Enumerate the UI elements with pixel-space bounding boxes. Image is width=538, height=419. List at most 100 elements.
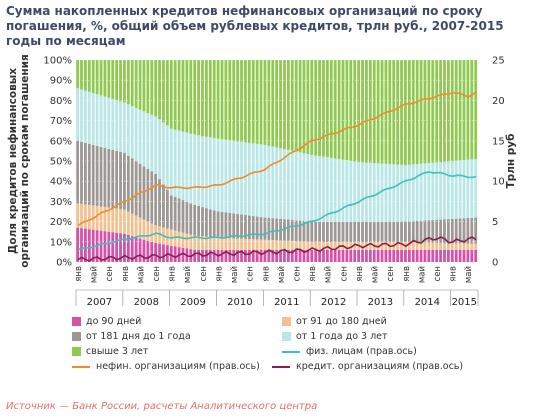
x-month-label: сен [152, 266, 162, 281]
stack-bar [177, 198, 181, 232]
stack-bar [372, 249, 376, 262]
stack-bar [99, 230, 103, 262]
stack-bar [99, 60, 103, 96]
stack-bar [361, 249, 364, 262]
legend-item: от 1 года до 3 лет [282, 331, 388, 342]
stack-bar [91, 229, 95, 262]
stack-bar [115, 232, 119, 262]
stack-bar [275, 240, 279, 250]
stack-bar [329, 249, 333, 262]
stack-bar [169, 128, 173, 196]
stack-bar [130, 236, 134, 262]
stack-bar [435, 242, 439, 250]
stack-bar [439, 249, 442, 262]
stack-bar [283, 60, 286, 150]
stack-bar [205, 236, 208, 250]
stack-bar [368, 241, 372, 250]
stack-bar [435, 162, 439, 220]
stack-bar [158, 226, 161, 244]
stack-bar [400, 164, 403, 222]
stack-bar [158, 60, 161, 120]
stack-bar [271, 218, 275, 241]
stack-bar [407, 60, 411, 165]
stack-bar [283, 249, 286, 262]
stack-bar [306, 249, 310, 262]
stack-bar [193, 249, 197, 262]
x-month-label: май [230, 266, 240, 283]
x-month-label: сен [433, 266, 443, 281]
x-year-label: 2015 [452, 297, 477, 308]
stack-bar [431, 242, 435, 250]
stack-bar [361, 221, 364, 242]
x-year-label: 2009 [180, 297, 205, 308]
stack-bar [450, 161, 454, 219]
x-month-label: янв [355, 266, 365, 282]
stack-bar [162, 244, 165, 262]
stack-bar [384, 249, 388, 262]
stack-bar [419, 60, 423, 164]
legend-swatch [72, 365, 90, 368]
stack-bar [407, 249, 411, 262]
stack-bar [415, 60, 419, 165]
stack-bar [419, 220, 423, 243]
stack-bar [220, 249, 224, 262]
stack-bar [419, 249, 423, 262]
stack-bar [423, 220, 427, 243]
legend-item: кредит. организациям (прав.ось) [272, 361, 463, 372]
stack-bar [259, 144, 263, 218]
stack-bar [158, 119, 161, 180]
stack-bar [392, 249, 396, 262]
stack-bar [443, 219, 446, 243]
stack-bar [228, 249, 232, 262]
stack-bar [80, 60, 83, 90]
stack-bar [349, 249, 353, 262]
stack-bar [142, 219, 146, 240]
stack-bar [411, 60, 415, 165]
stack-bar [372, 60, 376, 164]
stack-bar [325, 249, 329, 262]
legend-item: физ. лицам (прав.ось) [282, 346, 417, 357]
stack-bar [279, 218, 282, 241]
legend-item: нефин. организациям (прав.ось) [72, 361, 260, 372]
stack-bar [173, 129, 177, 197]
stack-bar [103, 96, 107, 148]
y-right-tick-label: 10 [492, 177, 505, 188]
stack-bar [353, 161, 357, 222]
stack-bar [474, 249, 478, 262]
stack-bar [361, 60, 364, 163]
stack-bar [255, 249, 259, 262]
stack-bar [107, 207, 111, 232]
stack-bar [259, 249, 263, 262]
stack-bar [466, 159, 470, 219]
stack-bar [322, 249, 325, 262]
stack-bar [189, 133, 193, 204]
stack-bar [396, 249, 400, 262]
stack-bar [314, 249, 318, 262]
stack-bar [302, 153, 306, 221]
stack-bar [372, 221, 376, 242]
stack-bar [158, 243, 161, 262]
stack-bar [134, 237, 138, 262]
y-right-tick-label: 5 [492, 217, 498, 228]
stack-bar [450, 218, 454, 244]
stack-bar [388, 221, 392, 242]
stack-bar [345, 241, 349, 250]
stack-bar [474, 243, 478, 250]
stack-bar [146, 168, 150, 222]
stack-bar [415, 220, 419, 243]
stack-bar [232, 60, 236, 141]
stack-bar [306, 241, 310, 250]
stack-bar [103, 206, 107, 232]
stack-bar [205, 208, 208, 237]
legend-item: до 90 дней [72, 316, 141, 327]
stack-bar [294, 241, 298, 250]
stack-bar [411, 164, 415, 222]
stack-bar [84, 142, 87, 205]
stack-bar [91, 144, 95, 206]
x-month-label: сен [339, 266, 349, 281]
stack-bar [267, 249, 271, 262]
stack-bar [263, 249, 267, 262]
stack-bar [279, 148, 282, 219]
legend-swatch [282, 332, 291, 341]
stack-bar [450, 60, 454, 161]
